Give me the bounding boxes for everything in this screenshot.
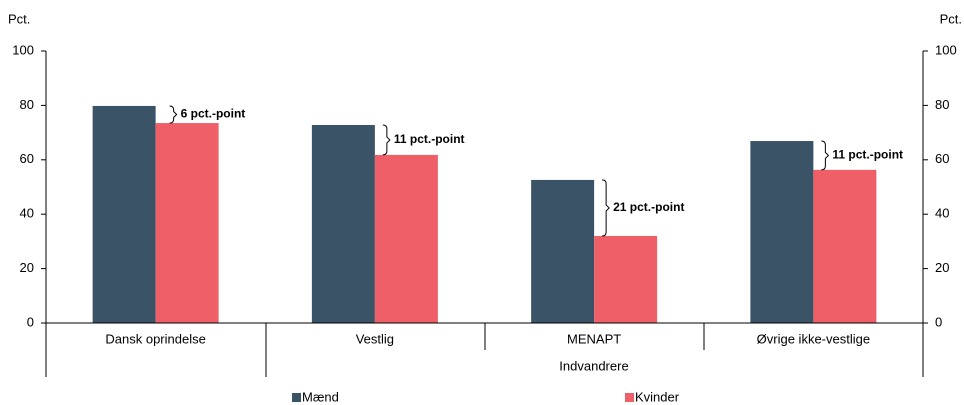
bar — [374, 154, 438, 323]
y2-tick-label: 100 — [935, 42, 957, 57]
bar — [813, 169, 877, 323]
annotation: 11 pct.-point — [832, 148, 903, 162]
bar — [311, 124, 375, 323]
legend-label: Kvinder — [635, 389, 680, 404]
legend-swatch — [292, 393, 301, 402]
x-tick-label: MENAPT — [567, 331, 621, 346]
y-tick-label: 100 — [12, 42, 34, 57]
x-tick-label: Vestlig — [356, 331, 394, 346]
y-tick-label: 40 — [20, 206, 34, 221]
y2-tick-label: 20 — [935, 260, 949, 275]
annotation: 11 pct.-point — [394, 132, 465, 146]
bracket — [382, 124, 391, 156]
x-tick-label: Dansk oprindelse — [105, 331, 205, 346]
y2-tick-label: 80 — [935, 97, 949, 112]
bracket — [602, 179, 610, 237]
x-tick-label: Øvrige ikke-vestlige — [757, 331, 870, 346]
annotation: 21 pct.-point — [613, 200, 684, 214]
y2-tick-label: 40 — [935, 206, 949, 221]
bar — [750, 141, 814, 323]
y2-axis-label: Pct. — [940, 11, 962, 26]
y-tick-label: 0 — [27, 314, 34, 329]
bracket — [169, 105, 178, 124]
bar — [594, 235, 658, 323]
y2-tick-label: 60 — [935, 151, 949, 166]
group-label: Indvandrere — [559, 358, 628, 373]
legend-swatch — [625, 393, 634, 402]
y2-tick-label: 0 — [935, 314, 942, 329]
y-tick-label: 20 — [20, 260, 34, 275]
legend-label: Mænd — [302, 389, 339, 404]
bracket — [821, 140, 830, 171]
bar — [155, 123, 219, 323]
bar — [531, 179, 595, 323]
y-tick-label: 80 — [20, 97, 34, 112]
bar — [92, 105, 156, 323]
y-tick-label: 60 — [20, 151, 34, 166]
y-axis-label: Pct. — [8, 11, 30, 26]
annotation: 6 pct.-point — [181, 107, 246, 121]
